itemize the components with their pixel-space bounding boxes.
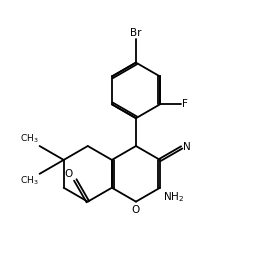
Text: CH$_3$: CH$_3$ (20, 174, 38, 187)
Text: Br: Br (130, 28, 142, 38)
Text: O: O (132, 205, 140, 215)
Text: F: F (182, 99, 188, 109)
Text: NH$_2$: NH$_2$ (163, 190, 184, 204)
Text: O: O (65, 168, 73, 179)
Text: N: N (183, 142, 191, 152)
Text: CH$_3$: CH$_3$ (20, 133, 38, 146)
